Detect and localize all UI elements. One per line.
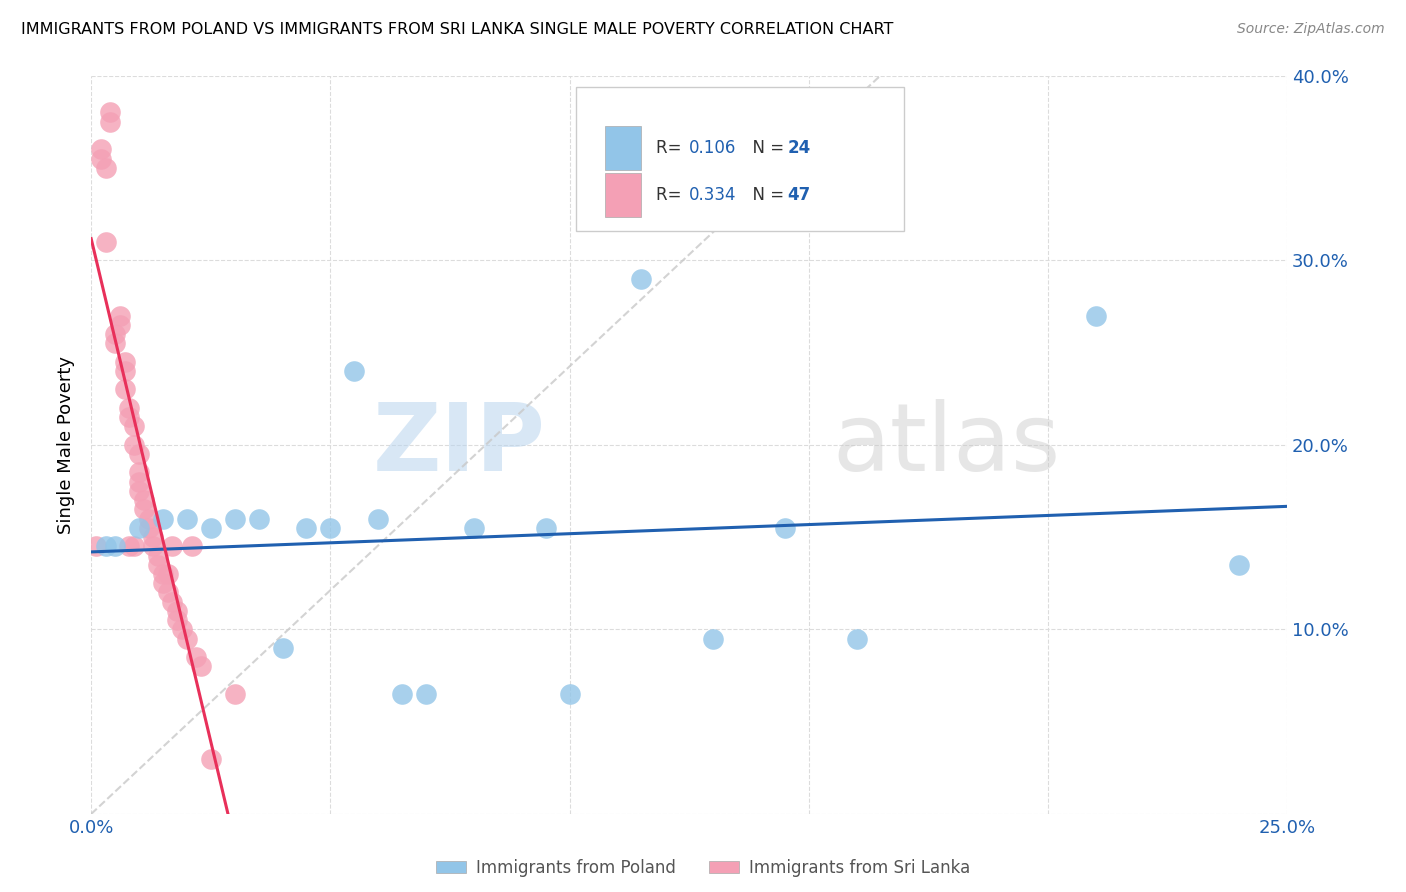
Point	[142, 539, 165, 553]
Point	[138, 511, 160, 525]
Point	[114, 383, 136, 397]
Point	[84, 539, 107, 553]
Point	[118, 410, 141, 425]
Point	[104, 336, 127, 351]
Legend: Immigrants from Poland, Immigrants from Sri Lanka: Immigrants from Poland, Immigrants from …	[429, 853, 977, 884]
Point	[94, 235, 117, 249]
Point	[463, 521, 485, 535]
Y-axis label: Single Male Poverty: Single Male Poverty	[58, 356, 75, 533]
Point	[773, 521, 796, 535]
Point	[1227, 558, 1250, 572]
Point	[224, 511, 246, 525]
Point	[295, 521, 318, 535]
Point	[146, 558, 169, 572]
Point	[152, 511, 174, 525]
Point	[176, 511, 198, 525]
Text: N =: N =	[742, 139, 785, 157]
Text: IMMIGRANTS FROM POLAND VS IMMIGRANTS FROM SRI LANKA SINGLE MALE POVERTY CORRELAT: IMMIGRANTS FROM POLAND VS IMMIGRANTS FRO…	[21, 22, 893, 37]
Point	[138, 521, 160, 535]
Point	[90, 152, 112, 166]
Text: atlas: atlas	[832, 399, 1062, 491]
Point	[98, 114, 121, 128]
Point	[166, 613, 188, 627]
Point	[630, 271, 652, 285]
Point	[224, 687, 246, 701]
Point	[190, 659, 212, 673]
Point	[180, 539, 202, 553]
FancyBboxPatch shape	[606, 126, 641, 170]
Point	[122, 539, 145, 553]
Point	[128, 466, 150, 480]
FancyBboxPatch shape	[606, 173, 641, 217]
Point	[108, 309, 131, 323]
Point	[122, 438, 145, 452]
Point	[558, 687, 581, 701]
Point	[98, 105, 121, 120]
Point	[415, 687, 437, 701]
Point	[152, 566, 174, 581]
Point	[152, 576, 174, 591]
Point	[132, 502, 155, 516]
Point	[343, 364, 366, 378]
Point	[114, 364, 136, 378]
Point	[162, 595, 184, 609]
Point	[702, 632, 724, 646]
Point	[122, 419, 145, 434]
Text: 24: 24	[787, 139, 810, 157]
Point	[94, 539, 117, 553]
Point	[114, 354, 136, 368]
Point	[166, 604, 188, 618]
Point	[534, 521, 557, 535]
Point	[170, 623, 193, 637]
Point	[200, 751, 222, 765]
Point	[200, 521, 222, 535]
Point	[94, 161, 117, 175]
Point	[319, 521, 342, 535]
FancyBboxPatch shape	[575, 87, 904, 231]
Text: R=: R=	[655, 139, 686, 157]
Point	[104, 539, 127, 553]
Point	[367, 511, 389, 525]
Point	[391, 687, 413, 701]
Point	[104, 326, 127, 341]
Point	[146, 549, 169, 563]
Point	[176, 632, 198, 646]
Point	[162, 539, 184, 553]
Point	[128, 521, 150, 535]
Text: Source: ZipAtlas.com: Source: ZipAtlas.com	[1237, 22, 1385, 37]
Text: 47: 47	[787, 186, 810, 203]
Point	[128, 475, 150, 489]
Point	[118, 539, 141, 553]
Text: 0.334: 0.334	[689, 186, 737, 203]
Point	[128, 447, 150, 461]
Text: 0.106: 0.106	[689, 139, 737, 157]
Point	[156, 585, 179, 599]
Text: N =: N =	[742, 186, 785, 203]
Point	[271, 640, 294, 655]
Point	[128, 483, 150, 498]
Point	[142, 530, 165, 544]
Point	[156, 566, 179, 581]
Point	[1084, 309, 1107, 323]
Point	[132, 493, 155, 508]
Point	[247, 511, 270, 525]
Point	[186, 650, 208, 665]
Point	[108, 318, 131, 332]
Point	[90, 142, 112, 156]
Text: R=: R=	[655, 186, 686, 203]
Point	[118, 401, 141, 415]
Text: ZIP: ZIP	[373, 399, 546, 491]
Point	[845, 632, 868, 646]
